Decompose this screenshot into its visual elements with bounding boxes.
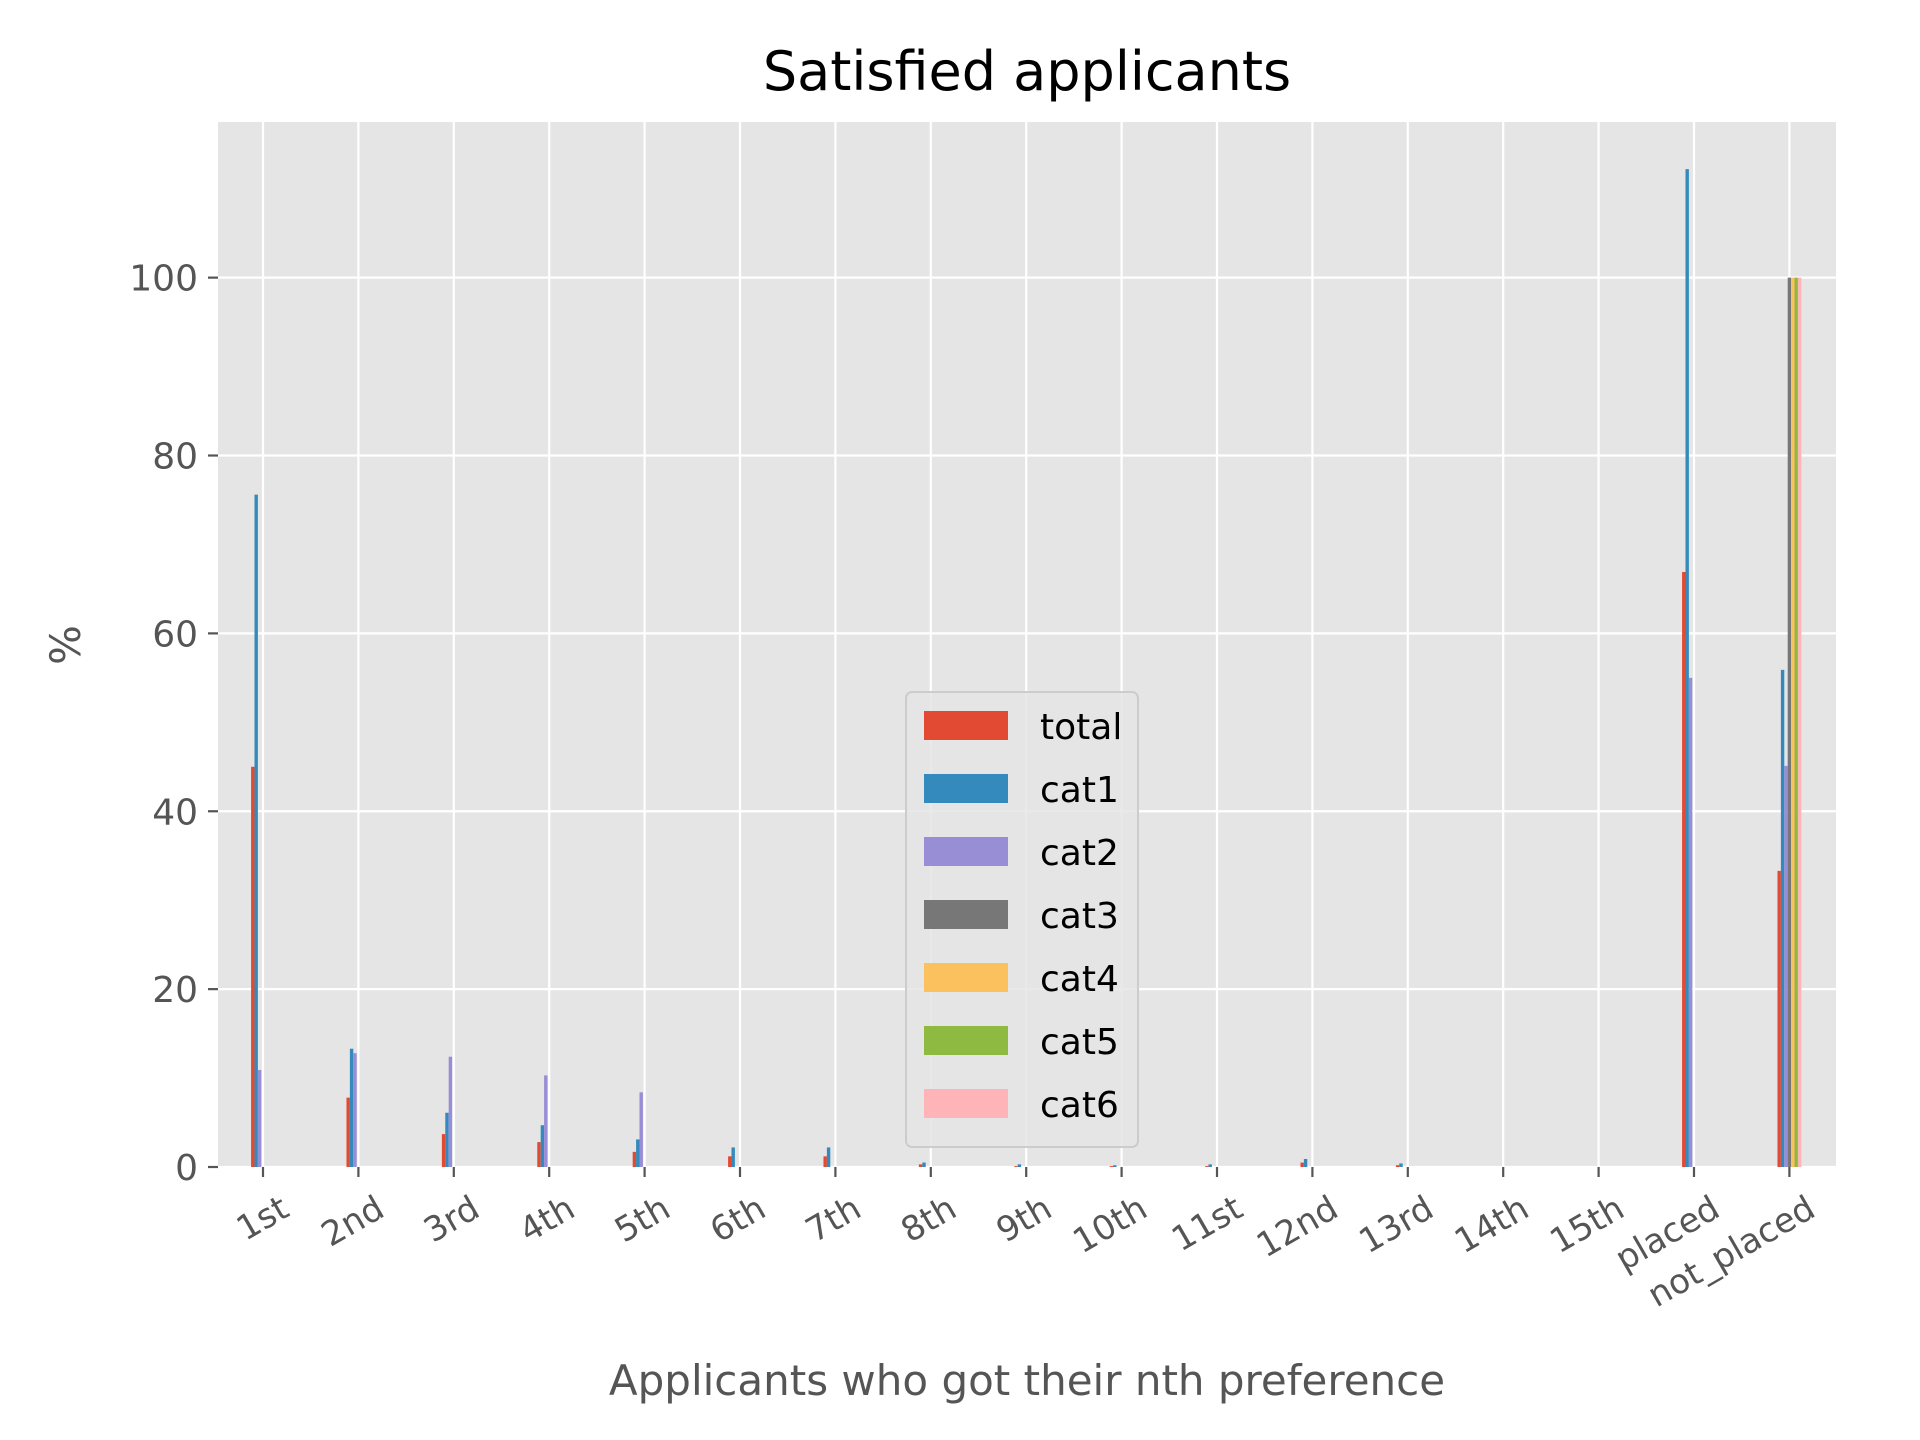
legend-label-cat3: cat3 (1040, 896, 1119, 937)
y-tick-label: 100 (129, 259, 198, 300)
bar-cat1-10th (1113, 1165, 1117, 1167)
bar-cat2-4th (544, 1075, 548, 1167)
bar-cat1-8th (922, 1162, 926, 1167)
bar-cat2-3rd (448, 1056, 453, 1167)
bar-cat4-not_placed (1791, 277, 1795, 1167)
bar-cat2-2nd (353, 1053, 357, 1167)
bar-total-3rd (441, 1134, 446, 1167)
y-tick-label: 40 (152, 792, 198, 833)
bar-cat1-7th (826, 1147, 831, 1167)
bar-cat1-9th (1017, 1164, 1022, 1167)
bar-cat1-1st (254, 494, 258, 1167)
legend-label-cat1: cat1 (1040, 770, 1119, 811)
legend-swatch-cat5 (924, 1026, 1008, 1055)
bar-total-12nd (1300, 1162, 1304, 1167)
bar-total-2nd (346, 1097, 350, 1167)
legend: total cat1 cat2 cat3 cat4 cat5 cat6 (905, 691, 1139, 1148)
legend-swatch-cat1 (924, 774, 1008, 803)
bar-total-9th (1014, 1166, 1018, 1167)
bar-cat2-not_placed (1784, 765, 1788, 1167)
bar-total-not_placed (1777, 870, 1781, 1167)
bars (251, 169, 1802, 1167)
legend-label-total: total (1040, 707, 1122, 748)
bar-cat1-4th (540, 1125, 545, 1167)
bar-cat2-1st (257, 1070, 262, 1167)
legend-label-cat4: cat4 (1040, 959, 1119, 1000)
bar-cat5-not_placed (1794, 277, 1798, 1167)
y-axis-label: % (41, 625, 90, 665)
legend-label-cat6: cat6 (1040, 1085, 1119, 1126)
bar-total-7th (823, 1156, 827, 1167)
bar-cat3-not_placed (1787, 277, 1792, 1167)
bar-cat1-11st (1208, 1164, 1212, 1167)
chart-title: Satisfied applicants (763, 40, 1291, 103)
bar-total-11st (1205, 1166, 1209, 1167)
bar-cat1-13rd (1399, 1163, 1403, 1167)
y-tick-label: 0 (175, 1148, 198, 1189)
bar-cat2-placed (1688, 677, 1693, 1167)
bar-total-4th (537, 1142, 541, 1167)
x-axis-label: Applicants who got their nth preference (609, 1356, 1445, 1405)
bar-cat1-6th (731, 1147, 735, 1167)
legend-swatch-total (924, 711, 1008, 740)
bar-total-8th (918, 1164, 923, 1167)
legend-swatch-cat6 (924, 1089, 1008, 1118)
bar-total-1st (251, 766, 255, 1167)
bar-cat1-3rd (445, 1112, 449, 1167)
bar-cat1-5th (636, 1139, 640, 1167)
legend-swatch-cat3 (924, 900, 1008, 929)
bar-total-10th (1109, 1166, 1114, 1167)
legend-swatch-cat2 (924, 837, 1008, 866)
bar-cat1-12nd (1303, 1158, 1308, 1167)
bar-total-placed (1682, 572, 1686, 1167)
bar-cat1-2nd (349, 1048, 354, 1167)
bar-total-13rd (1395, 1165, 1400, 1167)
legend-swatch-cat4 (924, 963, 1008, 992)
bar-cat2-5th (639, 1092, 643, 1167)
legend-label-cat2: cat2 (1040, 833, 1119, 874)
legend-label-cat5: cat5 (1040, 1022, 1119, 1063)
bar-total-6th (728, 1156, 732, 1167)
y-tick-label: 20 (152, 970, 198, 1011)
bar-total-5th (632, 1151, 637, 1167)
y-axis: 0 20 40 60 80 100 (129, 259, 218, 1189)
bar-cat1-placed (1685, 169, 1689, 1167)
y-tick-label: 60 (152, 614, 198, 655)
bar-cat6-not_placed (1797, 277, 1802, 1167)
y-tick-label: 80 (152, 437, 198, 478)
bar-cat1-not_placed (1780, 669, 1785, 1167)
